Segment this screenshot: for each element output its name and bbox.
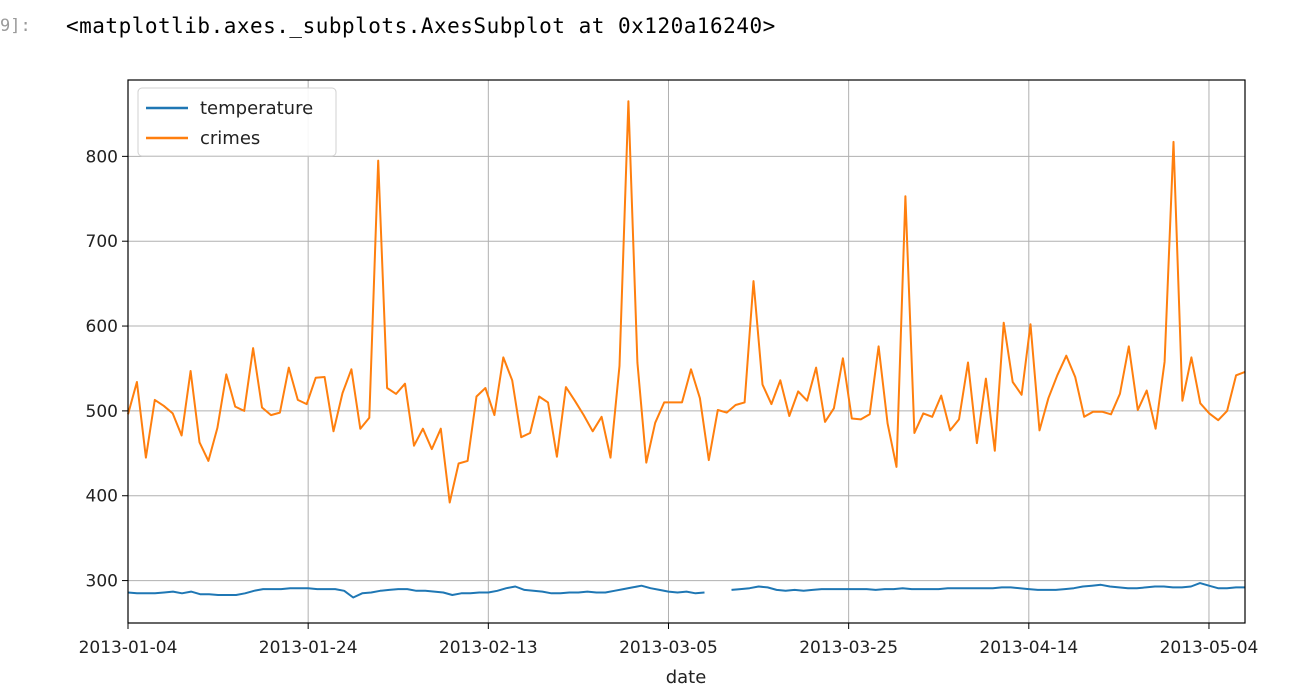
cell-prompt: 9]: <box>0 16 31 36</box>
cell-output-text: <matplotlib.axes._subplots.AxesSubplot a… <box>66 14 776 38</box>
y-tick-label: 600 <box>86 317 118 337</box>
y-axis-ticks: 300 400 500 600 700 800 <box>86 147 128 592</box>
y-tick-label: 400 <box>86 487 118 507</box>
series-line-crimes <box>127 100 1246 504</box>
y-tick-label: 800 <box>86 147 118 167</box>
x-tick-label: 2013-03-05 <box>619 638 718 658</box>
x-tick-label: 2013-01-24 <box>259 638 358 658</box>
y-tick-label: 500 <box>86 402 118 422</box>
series-line-temperature <box>127 582 1245 599</box>
y-tick-label: 700 <box>86 232 118 252</box>
x-axis-ticks: 2013-01-04 2013-01-24 2013-02-13 2013-03-05… <box>79 623 1259 658</box>
x-axis-label: date <box>666 667 707 688</box>
legend: temperature crimes <box>137 87 337 157</box>
x-tick-label: 2013-05-04 <box>1160 638 1259 658</box>
series-lines <box>127 100 1246 599</box>
plot-frame <box>127 79 1246 624</box>
x-tick-label: 2013-02-13 <box>439 638 538 658</box>
legend-label-crimes: crimes <box>200 128 260 149</box>
x-tick-label: 2013-01-04 <box>79 638 178 658</box>
grid-lines <box>127 80 1245 623</box>
x-tick-label: 2013-04-14 <box>979 638 1078 658</box>
x-tick-label: 2013-03-25 <box>799 638 898 658</box>
legend-label-temperature: temperature <box>200 98 313 119</box>
y-tick-label: 300 <box>86 572 118 592</box>
